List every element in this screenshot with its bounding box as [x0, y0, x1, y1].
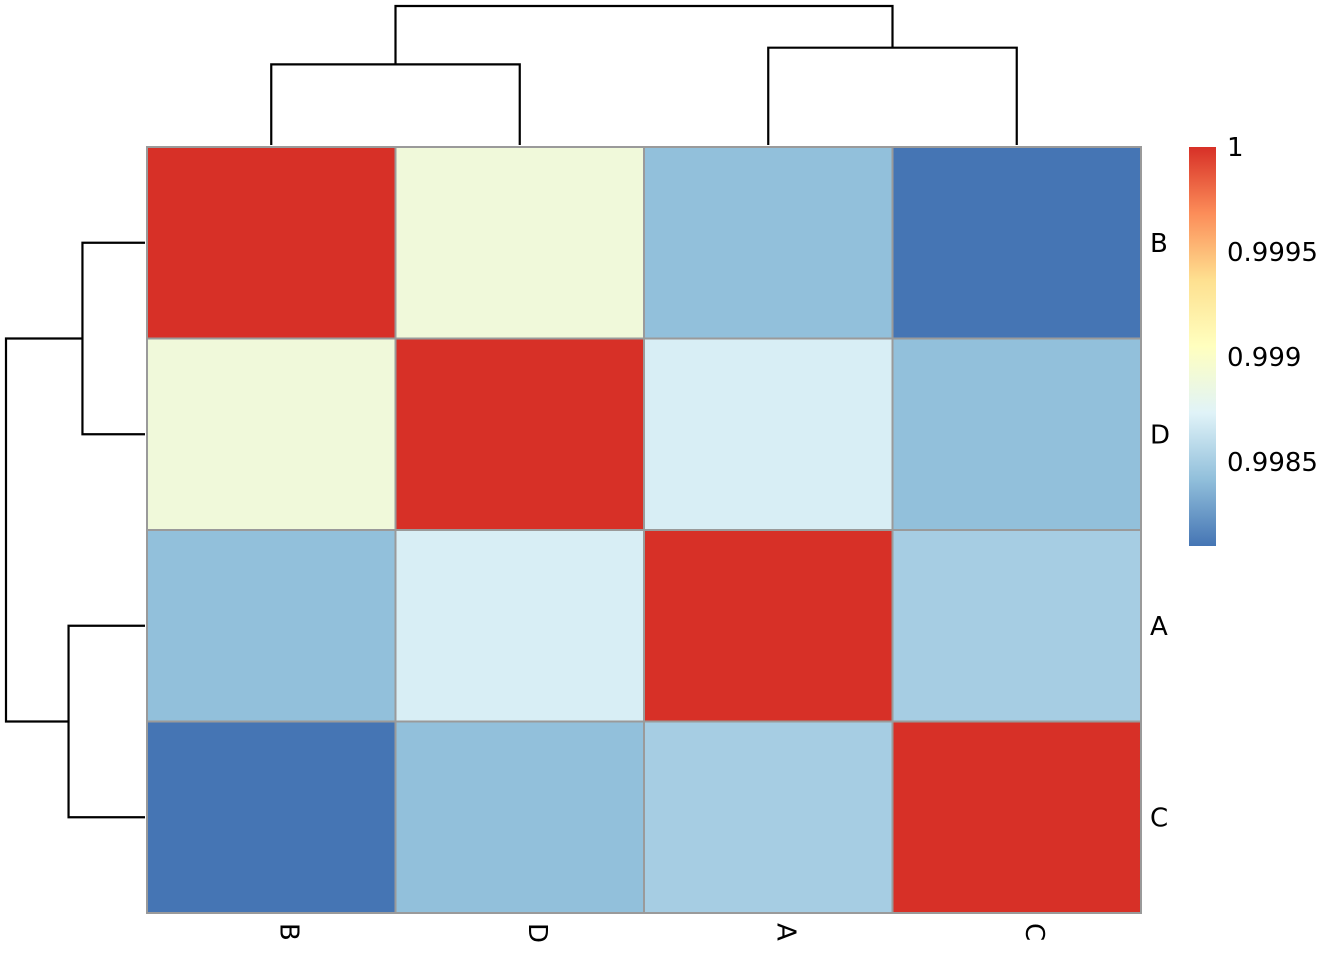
- colorbar-gradient: [1189, 147, 1216, 546]
- dendrogram-branch: [394, 4, 894, 65]
- colorbar-tick-label: 0.9985: [1227, 448, 1318, 478]
- heatmap-cell-D-D: [394, 337, 645, 531]
- heatmap-cell-A-C: [891, 529, 1142, 723]
- colorbar-tick-label: 0.9995: [1227, 238, 1318, 268]
- heatmap-cell-A-D: [394, 529, 645, 723]
- dendrogram-branch: [4, 337, 83, 723]
- column-dendrogram: [270, 4, 1018, 145]
- row-dendrogram: [4, 241, 145, 819]
- heatmap-cell-B-D: [394, 146, 645, 340]
- dendrogram-branch: [81, 241, 145, 436]
- heatmap-cell-B-B: [146, 146, 397, 340]
- heatmap-cell-C-A: [643, 720, 894, 914]
- column-label: D: [522, 923, 552, 943]
- dendrogram-branch: [270, 63, 521, 145]
- row-label: B: [1150, 229, 1168, 259]
- colorbar-legend: 1 0.9995 0.999 0.9985: [1189, 133, 1318, 546]
- heatmap-cell-D-C: [891, 337, 1142, 531]
- heatmap-cell-C-C: [891, 720, 1142, 914]
- row-labels: B D A C: [1150, 229, 1170, 834]
- heatmap-cell-C-D: [394, 720, 645, 914]
- row-label: C: [1150, 803, 1168, 833]
- column-label: C: [1019, 923, 1049, 941]
- heatmap-cell-B-A: [643, 146, 894, 340]
- row-label: A: [1150, 612, 1168, 642]
- column-label: A: [770, 923, 800, 941]
- heatmap-cell-A-B: [146, 529, 397, 723]
- heatmap-cell-D-A: [643, 337, 894, 531]
- colorbar-tick-label: 1: [1227, 133, 1244, 163]
- dendrogram-branch: [67, 624, 145, 819]
- heatmap-cell-B-C: [891, 146, 1142, 340]
- heatmap-cell-D-B: [146, 337, 397, 531]
- row-label: D: [1150, 420, 1170, 450]
- dendrogram-branch: [767, 46, 1018, 145]
- colorbar-tick-label: 0.999: [1227, 343, 1301, 373]
- heatmap-cells: [146, 146, 1142, 914]
- column-label: B: [273, 923, 303, 941]
- heatmap-cell-A-A: [643, 529, 894, 723]
- heatmap-cell-C-B: [146, 720, 397, 914]
